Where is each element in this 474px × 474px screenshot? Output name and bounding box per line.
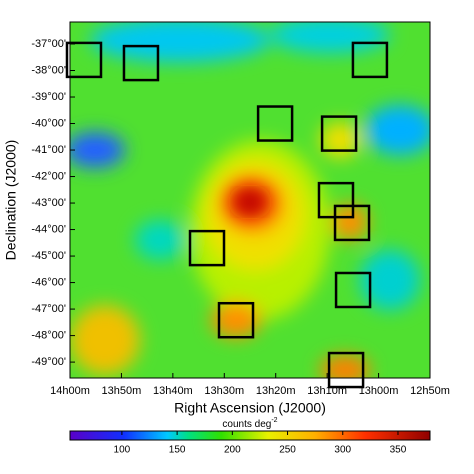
y-tick-label: -42°00' (31, 170, 66, 182)
region-box (256, 105, 294, 142)
y-tick-label: -40°00' (31, 117, 66, 129)
y-tick-label: -45°00' (31, 250, 66, 262)
region-box (327, 351, 365, 389)
region-box (334, 271, 372, 309)
x-tick-label: 13h50m (102, 385, 142, 397)
colorbar-label: counts deg-2 (222, 417, 277, 430)
region-box (65, 41, 103, 79)
x-tick-label: 13h20m (256, 385, 296, 397)
region-box (188, 229, 226, 267)
x-tick-label: 13h30m (204, 385, 244, 397)
region-box (122, 44, 160, 82)
plot-frame (69, 21, 431, 379)
y-tick-label: -44°00' (31, 223, 66, 235)
y-tick-label: -47°00' (31, 303, 66, 315)
colorbar-label-exponent: -2 (271, 417, 277, 424)
y-tick-label: -39°00' (31, 91, 66, 103)
colorbar (69, 430, 431, 441)
colorbar-tick-label: 250 (279, 445, 296, 456)
y-tick-label: -37°00' (31, 38, 66, 50)
colorbar-tick-label: 200 (224, 445, 241, 456)
x-axis-label: Right Ascension (J2000) (174, 400, 326, 416)
y-tick-label: -43°00' (31, 197, 66, 209)
y-tick-label: -38°00' (31, 64, 66, 76)
y-tick-label: -41°00' (31, 144, 66, 156)
region-box (320, 115, 358, 152)
region-box (217, 301, 255, 339)
x-tick-label: 14h00m (50, 385, 90, 397)
x-tick-label: 13h40m (153, 385, 193, 397)
colorbar-tick-label: 350 (390, 445, 407, 456)
colorbar-tick-label: 150 (169, 445, 186, 456)
map-image (70, 22, 430, 378)
region-box (351, 41, 389, 79)
y-tick-label: -49°00' (31, 356, 66, 368)
x-tick-label: 13h00m (359, 385, 399, 397)
region-box (333, 204, 371, 242)
y-axis-label: Declination (J2000) (3, 140, 19, 261)
x-tick-label: 12h50m (410, 385, 450, 397)
colorbar-tick-label: 100 (114, 445, 131, 456)
y-tick-label: -46°00' (31, 276, 66, 288)
colorbar-tick-label: 300 (334, 445, 351, 456)
colorbar-label-text: counts deg (222, 419, 271, 430)
y-tick-label: -48°00' (31, 329, 66, 341)
